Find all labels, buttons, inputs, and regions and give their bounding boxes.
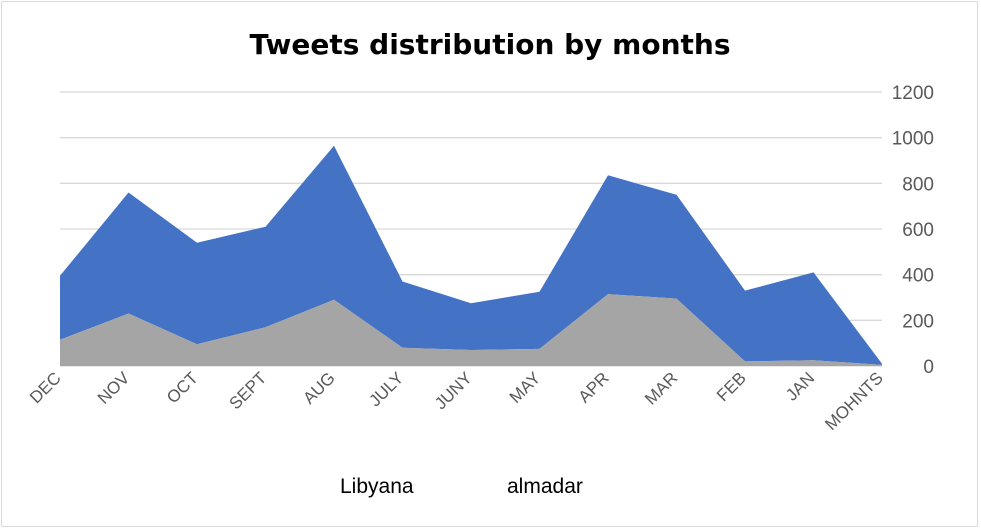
legend: Libyana almadar xyxy=(340,475,583,498)
y-tick-label: 1200 xyxy=(892,83,934,104)
y-tick-label: 200 xyxy=(902,311,934,332)
x-tick-label: JUNY xyxy=(431,368,476,413)
x-axis-ticks: DEC NOV OCT SEPT AUG JULY JUNY MAY APR MAR FEB JAN M… xyxy=(26,368,887,434)
y-tick-label: 600 xyxy=(902,220,934,241)
y-tick-label: 0 xyxy=(923,357,934,378)
chart-title: Tweets distribution by months xyxy=(249,28,730,61)
x-tick-label: MAR xyxy=(641,368,681,408)
y-tick-label: 1000 xyxy=(892,129,934,150)
y-tick-label: 800 xyxy=(902,174,934,195)
x-tick-label: OCT xyxy=(163,368,202,407)
legend-label-libyana: Libyana xyxy=(340,475,414,498)
y-tick-label: 400 xyxy=(902,266,934,287)
x-tick-label: DEC xyxy=(26,368,65,407)
x-tick-label: MOHNTS xyxy=(821,368,887,434)
x-tick-label: FEB xyxy=(713,368,750,405)
plot-areas xyxy=(60,145,882,366)
x-tick-label: AUG xyxy=(299,368,338,407)
series-area-almadar xyxy=(60,294,882,366)
x-tick-label: MAY xyxy=(506,368,545,407)
series-area-libyana xyxy=(60,145,882,365)
x-tick-label: NOV xyxy=(94,368,134,408)
legend-label-almadar: almadar xyxy=(507,475,583,498)
x-tick-label: APR xyxy=(575,368,613,406)
x-tick-label: SEPT xyxy=(225,368,270,413)
x-tick-label: JAN xyxy=(782,368,818,404)
y-axis-ticks: 0 200 400 600 800 1000 1200 xyxy=(892,83,934,378)
x-tick-label: JULY xyxy=(365,368,407,410)
